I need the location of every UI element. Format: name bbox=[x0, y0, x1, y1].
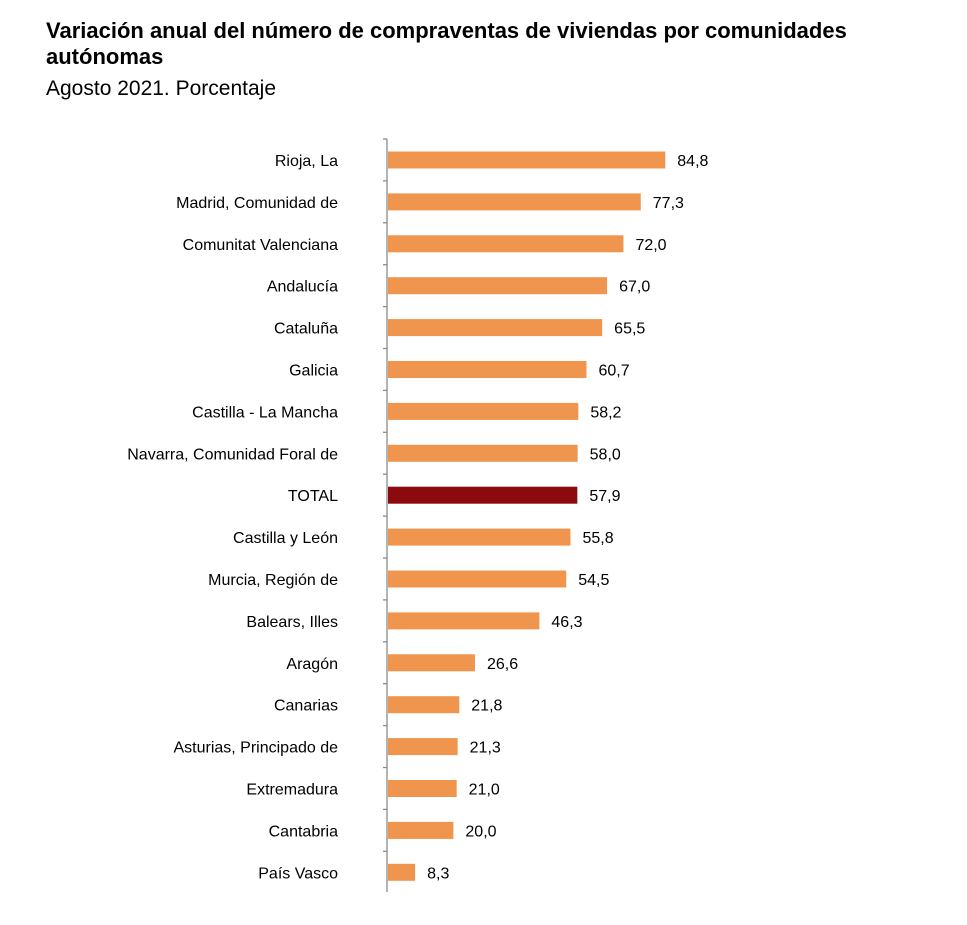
bar bbox=[388, 612, 540, 630]
category-label: TOTAL bbox=[288, 488, 338, 505]
bar bbox=[388, 821, 454, 839]
data-label: 21,0 bbox=[469, 782, 500, 799]
category-label: Navarra, Comunidad Foral de bbox=[127, 446, 338, 463]
category-label: Aragón bbox=[286, 656, 338, 673]
bar bbox=[388, 193, 641, 211]
bar bbox=[388, 444, 578, 462]
bar-total bbox=[388, 486, 578, 504]
bar bbox=[388, 654, 475, 672]
data-label: 8,3 bbox=[427, 865, 449, 882]
data-label: 65,5 bbox=[614, 321, 645, 338]
bar bbox=[388, 780, 457, 797]
category-label: Madrid, Comunidad de bbox=[176, 195, 338, 212]
bar bbox=[388, 738, 458, 756]
data-label: 20,0 bbox=[465, 823, 496, 840]
category-label: Cantabria bbox=[269, 823, 338, 840]
data-label: 77,3 bbox=[653, 195, 684, 212]
category-label: Castilla y León bbox=[233, 530, 338, 547]
chart-subtitle: Agosto 2021. Porcentaje bbox=[46, 77, 276, 100]
bar bbox=[388, 319, 603, 337]
bar bbox=[388, 570, 567, 588]
data-label: 67,0 bbox=[619, 279, 650, 296]
bar bbox=[388, 402, 579, 420]
category-label: Castilla - La Mancha bbox=[192, 404, 338, 421]
chart-title: Variación anual del número de compravent… bbox=[46, 18, 847, 69]
category-label: Cataluña bbox=[274, 321, 338, 338]
data-label: 21,8 bbox=[471, 698, 502, 715]
bar bbox=[388, 277, 608, 295]
data-label: 55,8 bbox=[582, 530, 613, 547]
category-label: Galicia bbox=[289, 363, 338, 380]
data-label: 57,9 bbox=[589, 488, 620, 505]
data-label: 58,0 bbox=[590, 446, 621, 463]
data-label: 26,6 bbox=[487, 656, 518, 673]
category-label: Extremadura bbox=[246, 782, 338, 799]
category-label: Balears, Illes bbox=[246, 614, 338, 631]
data-label: 54,5 bbox=[578, 572, 609, 589]
data-label: 58,2 bbox=[590, 404, 621, 421]
category-label: Murcia, Región de bbox=[208, 572, 338, 589]
category-label: Comunitat Valenciana bbox=[183, 237, 338, 254]
category-label: Canarias bbox=[274, 698, 338, 715]
data-label: 60,7 bbox=[598, 363, 629, 380]
data-label: 84,8 bbox=[677, 153, 708, 170]
bar bbox=[388, 361, 587, 378]
bar bbox=[388, 696, 460, 714]
bar bbox=[388, 151, 666, 169]
data-label: 46,3 bbox=[551, 614, 582, 631]
data-label: 21,3 bbox=[470, 740, 501, 757]
bar bbox=[388, 235, 624, 253]
category-label: Rioja, La bbox=[275, 153, 338, 170]
category-label: Asturias, Principado de bbox=[173, 740, 338, 757]
category-label: Andalucía bbox=[267, 279, 338, 296]
data-label: 72,0 bbox=[635, 237, 666, 254]
bar bbox=[388, 863, 416, 881]
bar bbox=[388, 528, 571, 546]
category-label: País Vasco bbox=[258, 865, 338, 882]
